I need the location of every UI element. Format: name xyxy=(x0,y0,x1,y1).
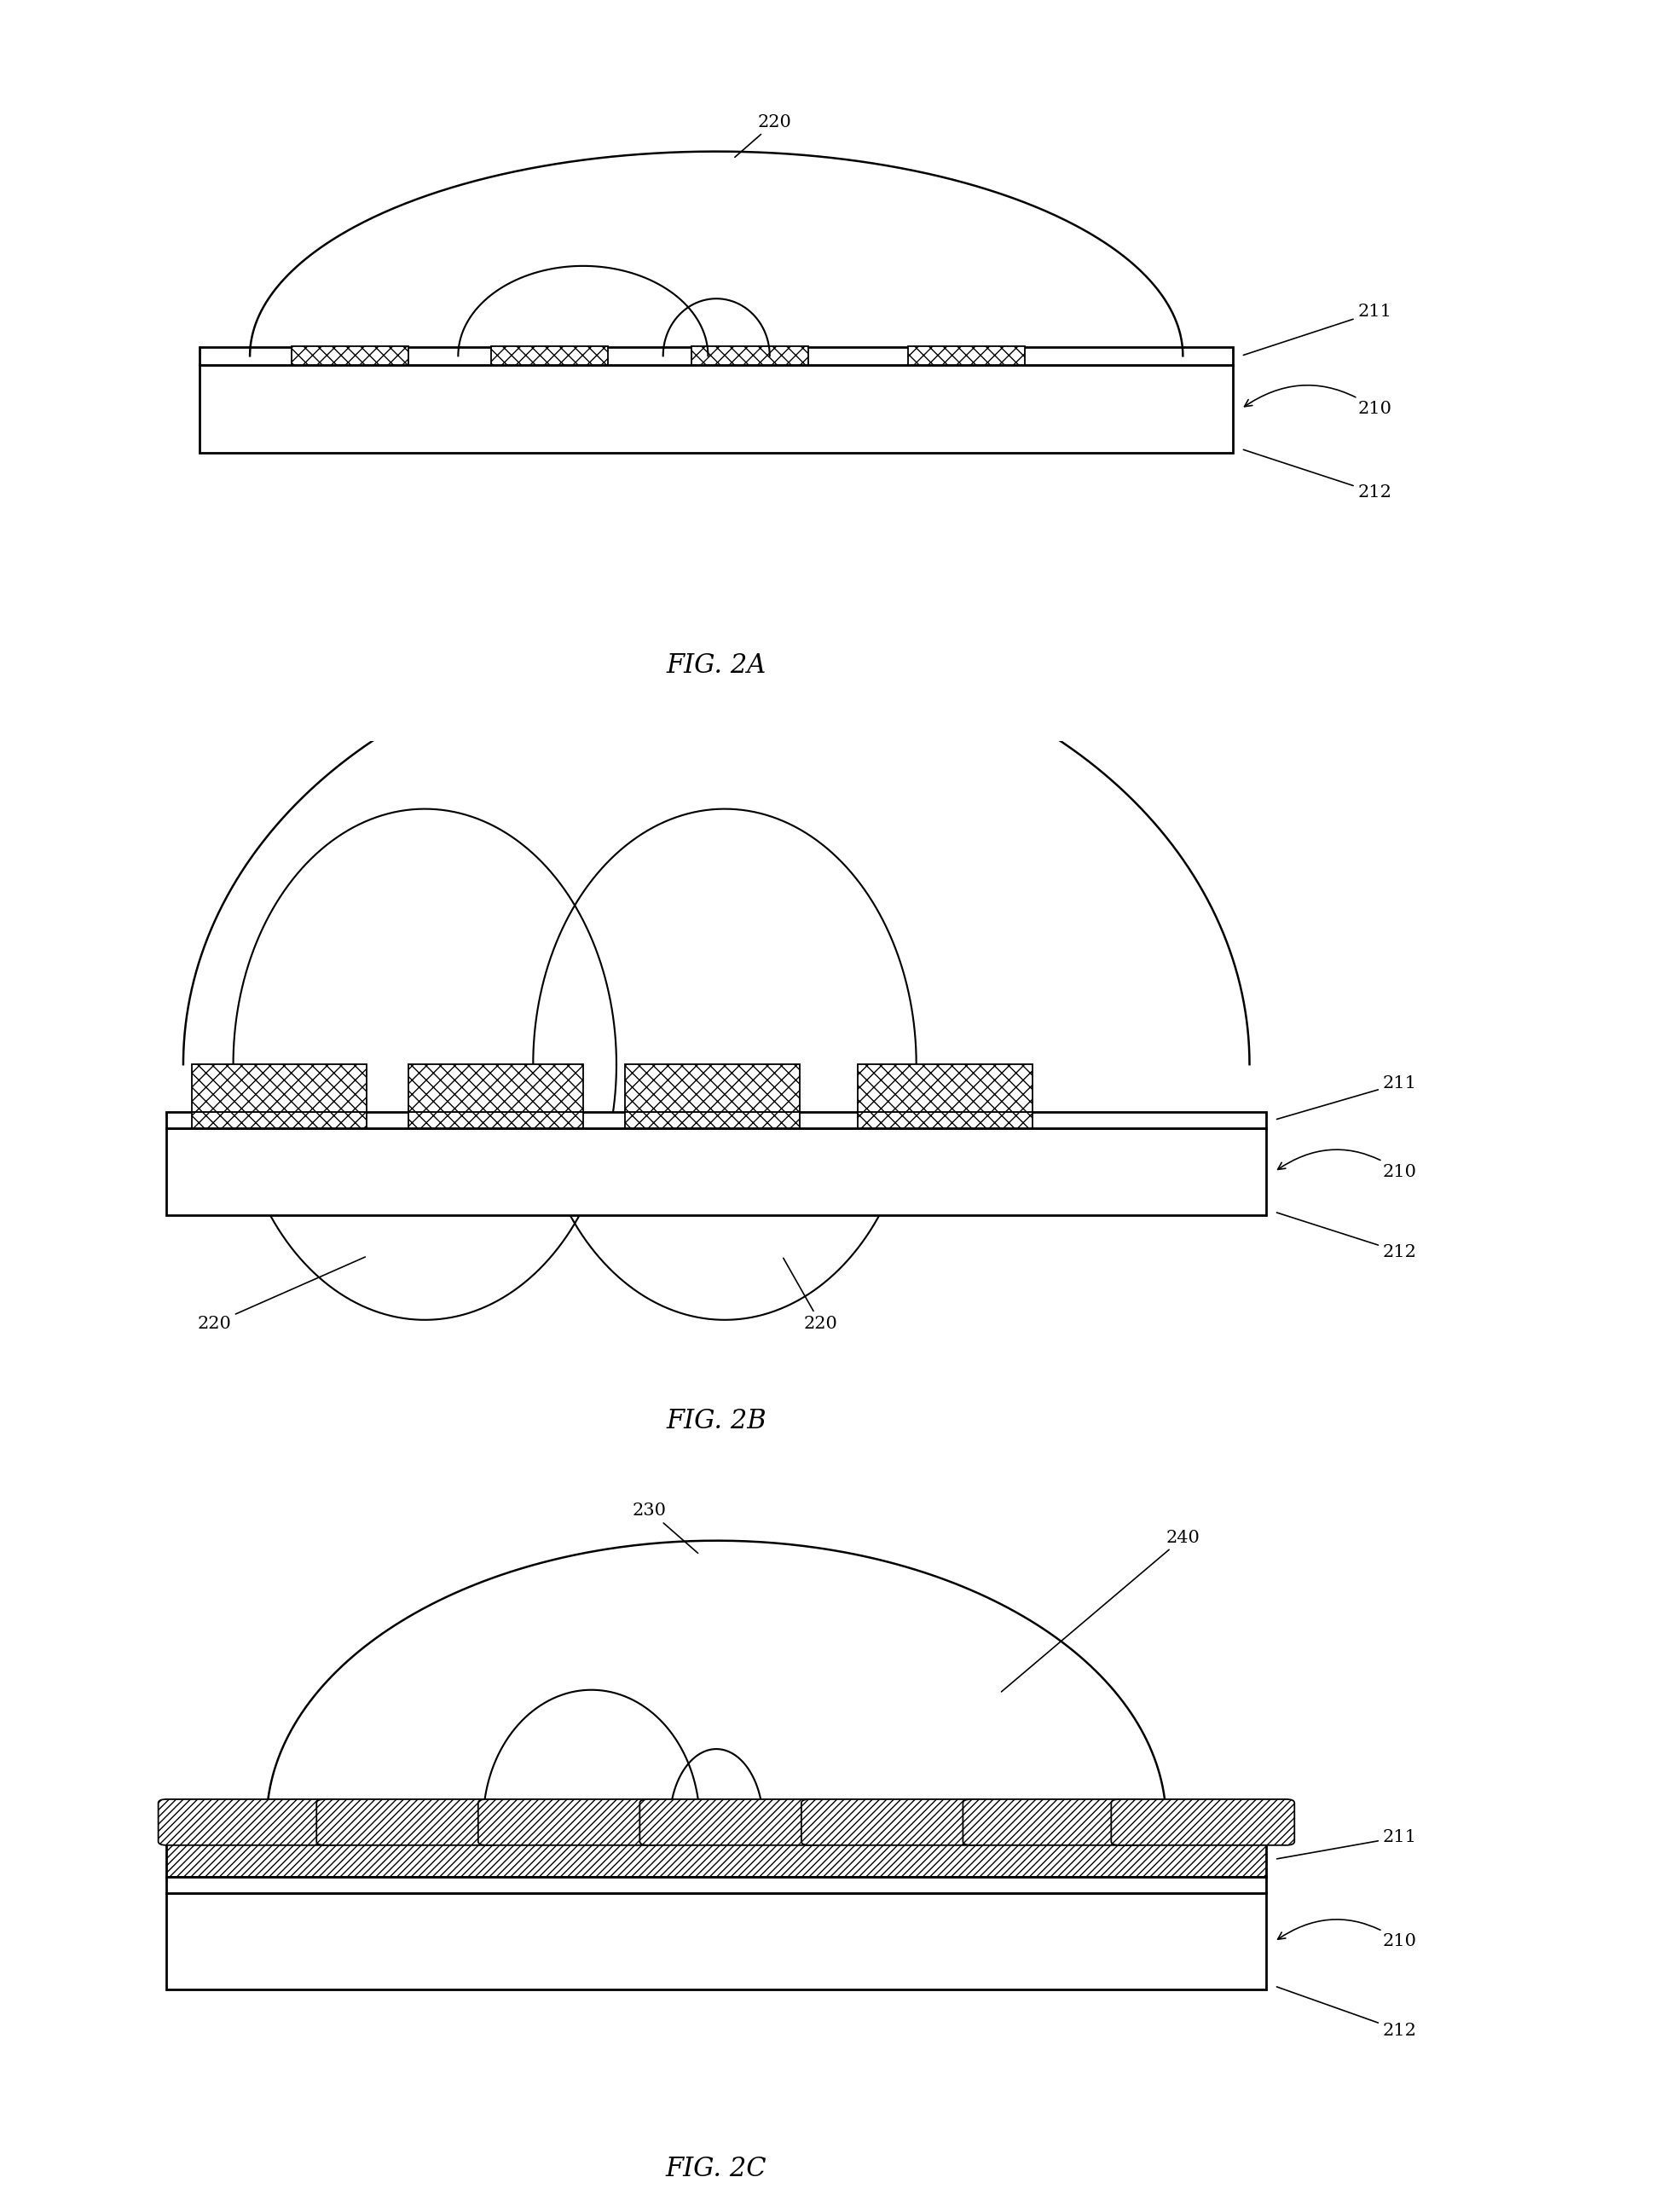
Bar xyxy=(858,1064,1033,1113)
Bar xyxy=(167,1878,1266,1893)
Bar xyxy=(167,1893,1266,1991)
Bar xyxy=(195,1066,363,1128)
Bar xyxy=(641,1878,766,1893)
Text: 220: 220 xyxy=(197,1256,365,1332)
FancyBboxPatch shape xyxy=(1111,1798,1294,1845)
Text: FIG. 2B: FIG. 2B xyxy=(666,1409,766,1436)
Bar xyxy=(441,1878,566,1893)
Bar xyxy=(858,1113,1033,1128)
Text: 211: 211 xyxy=(1243,303,1391,356)
FancyBboxPatch shape xyxy=(478,1798,661,1845)
Text: 220: 220 xyxy=(783,1259,838,1332)
FancyBboxPatch shape xyxy=(317,1798,500,1845)
Bar xyxy=(167,1113,1266,1128)
Bar xyxy=(412,1066,580,1128)
Text: 212: 212 xyxy=(1276,1986,1416,2039)
Text: FIG. 2A: FIG. 2A xyxy=(666,653,766,679)
Text: 220: 220 xyxy=(735,115,791,157)
Bar xyxy=(192,1113,367,1128)
Bar xyxy=(170,1113,1263,1214)
Bar xyxy=(292,345,408,365)
Bar xyxy=(200,347,1233,365)
Text: 240: 240 xyxy=(1001,1528,1200,1692)
Bar xyxy=(192,1064,367,1113)
Text: 211: 211 xyxy=(1276,1075,1416,1119)
Bar xyxy=(625,1064,800,1113)
Bar xyxy=(167,1128,1266,1217)
Bar xyxy=(170,1896,1263,1989)
Bar xyxy=(625,1113,800,1128)
Bar xyxy=(691,345,808,365)
Text: 210: 210 xyxy=(1278,1150,1416,1179)
Text: FIG. 2C: FIG. 2C xyxy=(666,2157,766,2183)
Text: 211: 211 xyxy=(1276,1829,1416,1858)
Bar xyxy=(200,365,1233,453)
Bar xyxy=(628,1066,796,1128)
Text: 210: 210 xyxy=(1278,1920,1416,1949)
FancyBboxPatch shape xyxy=(640,1798,823,1845)
Bar xyxy=(908,345,1025,365)
FancyBboxPatch shape xyxy=(801,1798,985,1845)
Text: 210: 210 xyxy=(1245,385,1391,416)
Bar xyxy=(167,1840,1266,1878)
Bar xyxy=(408,1113,583,1128)
Bar xyxy=(242,1878,367,1893)
FancyBboxPatch shape xyxy=(963,1798,1146,1845)
Text: 212: 212 xyxy=(1243,449,1391,500)
Bar xyxy=(858,1878,983,1893)
Text: 230: 230 xyxy=(633,1502,698,1553)
Bar xyxy=(861,1066,1030,1128)
Bar xyxy=(491,345,608,365)
FancyBboxPatch shape xyxy=(158,1798,342,1845)
Text: 212: 212 xyxy=(1276,1212,1416,1261)
Bar xyxy=(408,1064,583,1113)
